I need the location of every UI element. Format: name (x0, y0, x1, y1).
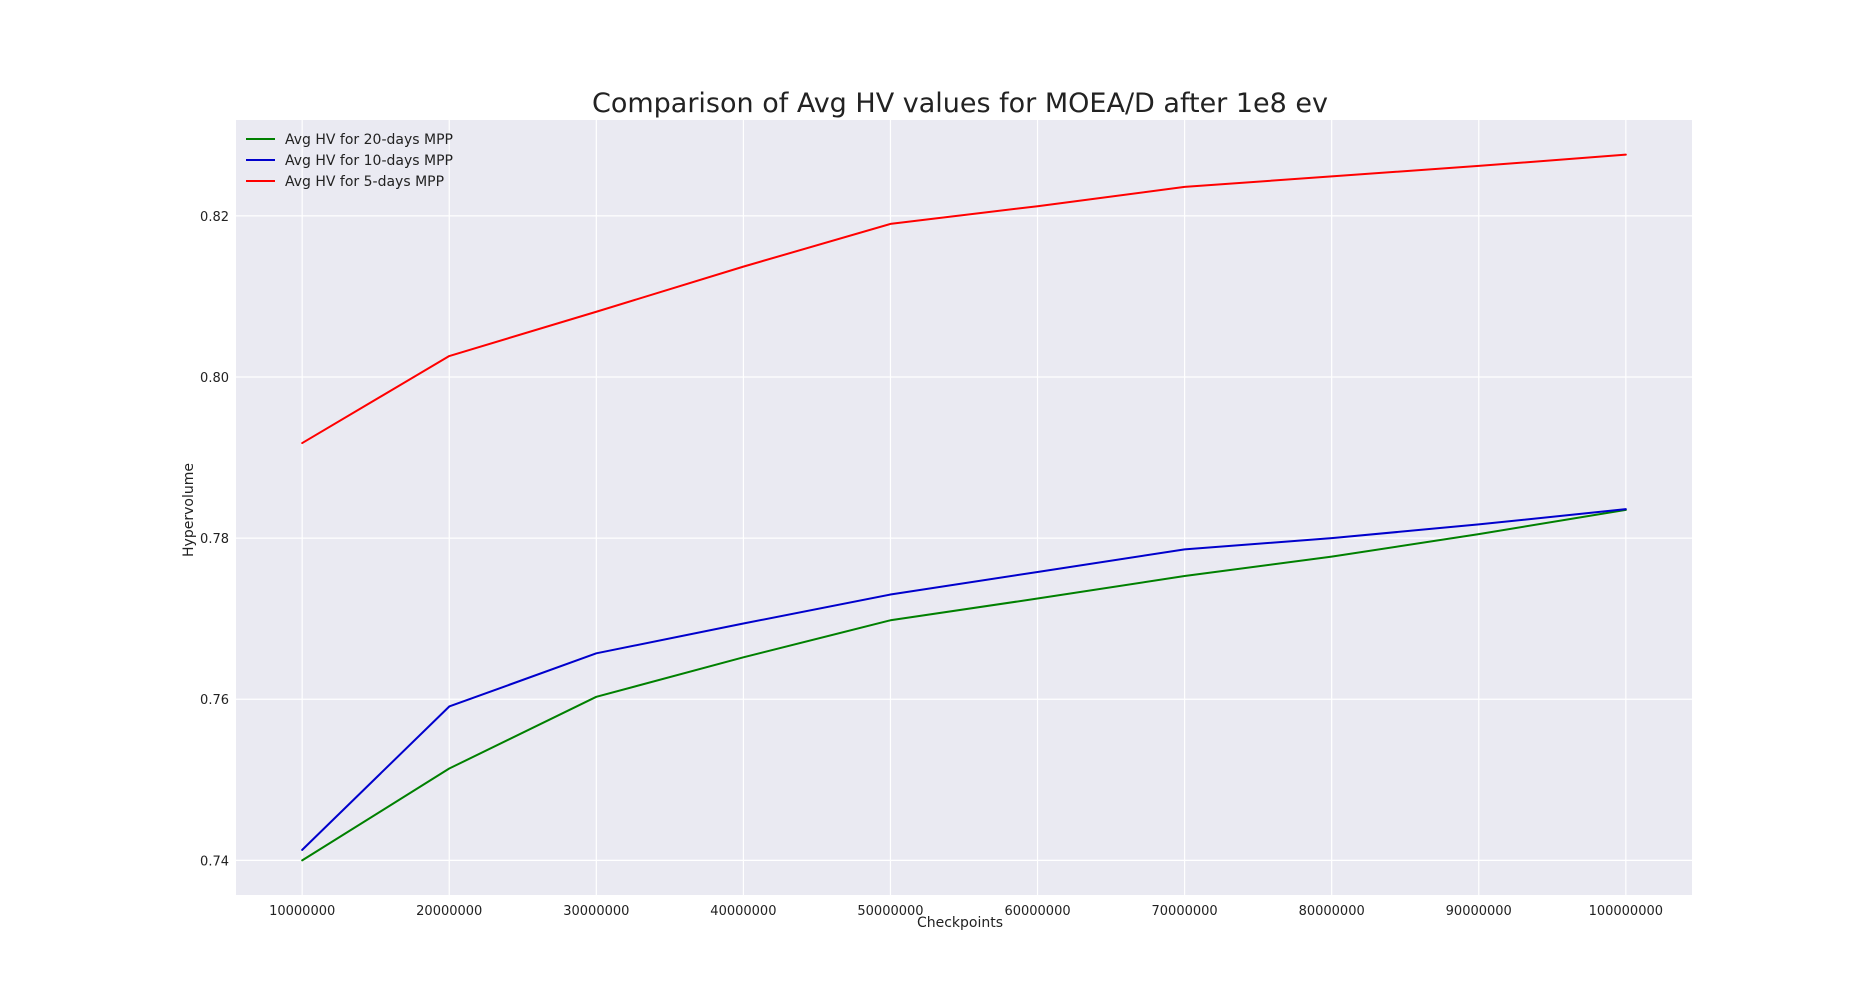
series-line-avg-hv-for-10-days-mpp (301, 508, 1627, 851)
series-line-avg-hv-for-20-days-mpp (301, 508, 1627, 862)
y-axis-ticks: 0.74 0.76 0.78 0.80 0.82 (200, 210, 229, 869)
legend: Avg HV for 20-days MPP Avg HV for 10-days… (246, 132, 453, 190)
chart-title: Comparison of Avg HV values for MOEA/D a… (592, 88, 1328, 119)
series-lines (301, 153, 1627, 862)
legend-label: Avg HV for 5-days MPP (285, 174, 444, 190)
legend-item: Avg HV for 10-days MPP (246, 153, 453, 169)
series-line-avg-hv-for-5-days-mpp (301, 153, 1627, 445)
x-tick-label: 60000000 (1004, 904, 1070, 919)
legend-label: Avg HV for 10-days MPP (285, 153, 453, 169)
legend-item: Avg HV for 5-days MPP (246, 174, 444, 190)
x-tick-label: 10000000 (269, 904, 335, 919)
x-tick-label: 30000000 (563, 904, 629, 919)
y-tick-label: 0.74 (200, 854, 229, 869)
x-tick-label: 70000000 (1152, 904, 1218, 919)
y-tick-label: 0.76 (200, 693, 229, 708)
legend-label: Avg HV for 20-days MPP (285, 132, 453, 148)
x-tick-label: 40000000 (710, 904, 776, 919)
plot-area (236, 120, 1692, 895)
x-axis-ticks: 10000000 20000000 30000000 40000000 50000000… (269, 904, 1663, 919)
x-tick-label: 100000000 (1589, 904, 1663, 919)
y-axis-label: Hypervolume (181, 463, 197, 557)
x-tick-label: 90000000 (1446, 904, 1512, 919)
legend-item: Avg HV for 20-days MPP (246, 132, 453, 148)
x-tick-label: 50000000 (857, 904, 923, 919)
y-tick-label: 0.82 (200, 210, 229, 225)
y-tick-label: 0.78 (200, 532, 229, 547)
x-axis-label: Checkpoints (917, 915, 1003, 931)
x-tick-label: 80000000 (1299, 904, 1365, 919)
x-tick-label: 20000000 (416, 904, 482, 919)
y-tick-label: 0.80 (200, 371, 229, 386)
